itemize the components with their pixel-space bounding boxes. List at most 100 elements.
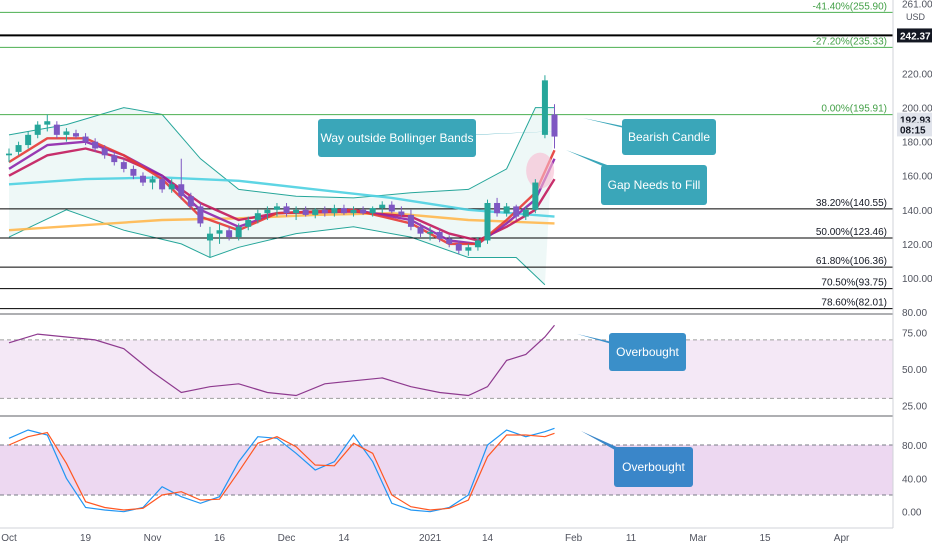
candle-body[interactable] — [446, 238, 453, 244]
candle-body[interactable] — [369, 208, 376, 214]
candle-body[interactable] — [139, 175, 146, 183]
candle-body[interactable] — [82, 136, 89, 142]
stochastic-line — [8, 431, 555, 511]
candle-body[interactable] — [551, 114, 558, 137]
stochastic-pane[interactable] — [0, 427, 893, 513]
candle-body[interactable] — [340, 208, 347, 214]
price-tag — [897, 28, 932, 43]
callout[interactable]: Overbought — [577, 333, 686, 371]
price-tick-label: 100.00 — [902, 274, 932, 285]
candle-body[interactable] — [92, 141, 99, 149]
candle-body[interactable] — [283, 206, 290, 214]
candle-body[interactable] — [25, 134, 32, 146]
candle-body[interactable] — [264, 209, 271, 214]
callout[interactable]: Bearish Candle — [583, 118, 716, 155]
fib-level-label: 38.20%(140.55) — [816, 198, 887, 209]
bollinger-upper-band — [8, 107, 555, 199]
candle-body[interactable] — [15, 145, 22, 152]
time-tick-label: Nov — [144, 533, 162, 544]
price-tick-label: 200.00 — [902, 104, 932, 115]
candle-body[interactable] — [216, 230, 223, 234]
annotation-layer[interactable]: Way outside Bollinger Bands Bearish Candl… — [318, 118, 716, 487]
candle-body[interactable] — [379, 204, 386, 209]
candle-body[interactable] — [388, 204, 395, 212]
candle-body[interactable] — [532, 182, 539, 210]
time-tick-label: Oct — [1, 533, 17, 544]
candle-body[interactable] — [494, 202, 501, 214]
callout[interactable]: Gap Needs to Fill — [566, 150, 707, 205]
candle-body[interactable] — [254, 213, 261, 221]
candle-body[interactable] — [503, 206, 510, 214]
candle-body[interactable] — [465, 247, 472, 251]
candle-body[interactable] — [187, 196, 194, 207]
time-tick-label: 14 — [338, 533, 350, 544]
candle-body[interactable] — [111, 155, 118, 163]
candle-body[interactable] — [541, 80, 548, 135]
candle-body[interactable] — [436, 231, 443, 239]
candle-body[interactable] — [245, 220, 252, 227]
candle-body[interactable] — [407, 214, 414, 227]
candle-body[interactable] — [350, 209, 357, 214]
candle-body[interactable] — [159, 179, 166, 190]
stochastic-tick-label: 0.00 — [902, 508, 922, 519]
time-tick-label: 15 — [759, 533, 771, 544]
candle-body[interactable] — [149, 179, 156, 183]
fib-level-label: 78.60%(82.01) — [821, 298, 887, 309]
moving-average-line — [8, 176, 555, 218]
price-tick-label: 180.00 — [902, 138, 932, 149]
callout[interactable]: Overbought — [581, 431, 693, 487]
candle-body[interactable] — [321, 209, 328, 214]
candle-body[interactable] — [120, 162, 127, 169]
rsi-pane[interactable] — [0, 324, 893, 399]
price-pane[interactable]: -41.40%(255.90) -27.20%(235.33) 0.00%(195.… — [0, 1, 893, 310]
candle-body[interactable] — [130, 168, 137, 176]
candle-body[interactable] — [63, 131, 70, 135]
candle-body[interactable] — [197, 206, 204, 224]
callout[interactable]: Way outside Bollinger Bands — [318, 119, 562, 157]
callout-box — [318, 119, 476, 157]
candle-body[interactable] — [72, 133, 79, 137]
candle-body[interactable] — [293, 209, 300, 214]
price-tick-label: 80.00 — [902, 308, 927, 319]
candle-body[interactable] — [34, 124, 41, 135]
candle-body[interactable] — [178, 184, 185, 197]
time-tick-label: 14 — [482, 533, 494, 544]
fib-level-label: 0.00%(195.91) — [821, 104, 887, 115]
candle-body[interactable] — [513, 206, 520, 217]
price-tick-label: 220.00 — [902, 70, 932, 81]
candle-body[interactable] — [53, 124, 60, 135]
fib-level-label: -41.40%(255.90) — [813, 1, 888, 12]
callout-text: Overbought — [622, 460, 685, 474]
candle-body[interactable] — [101, 148, 108, 156]
candle-body[interactable] — [6, 153, 12, 156]
candle-body[interactable] — [484, 202, 491, 241]
bollinger-lower-band — [8, 209, 546, 286]
candle-body[interactable] — [455, 243, 462, 251]
candle-body[interactable] — [206, 233, 213, 241]
price-tick-label: 120.00 — [902, 240, 932, 251]
candle-body[interactable] — [273, 206, 280, 210]
candle-body[interactable] — [226, 230, 233, 238]
candle-body[interactable] — [417, 226, 424, 234]
time-tick-label: Apr — [834, 533, 850, 544]
candle-body[interactable] — [398, 211, 405, 215]
price-tick-label: 160.00 — [902, 172, 932, 183]
candle-body[interactable] — [331, 208, 338, 214]
candle-body[interactable] — [360, 209, 367, 214]
candle-body[interactable] — [302, 209, 309, 215]
fib-level-label: 50.00%(123.46) — [816, 227, 887, 238]
rsi-band — [0, 339, 893, 399]
candle-body[interactable] — [44, 121, 51, 125]
candle-body[interactable] — [312, 209, 319, 215]
candle-body[interactable] — [427, 231, 434, 234]
callout-box — [609, 333, 686, 371]
time-tick-label: 19 — [80, 533, 92, 544]
time-tick-label: Mar — [689, 533, 707, 544]
candle-body[interactable] — [522, 209, 529, 217]
candle-body[interactable] — [235, 226, 242, 238]
candle-body[interactable] — [474, 240, 481, 248]
price-axis-background — [893, 0, 932, 550]
candle-body[interactable] — [168, 184, 175, 190]
